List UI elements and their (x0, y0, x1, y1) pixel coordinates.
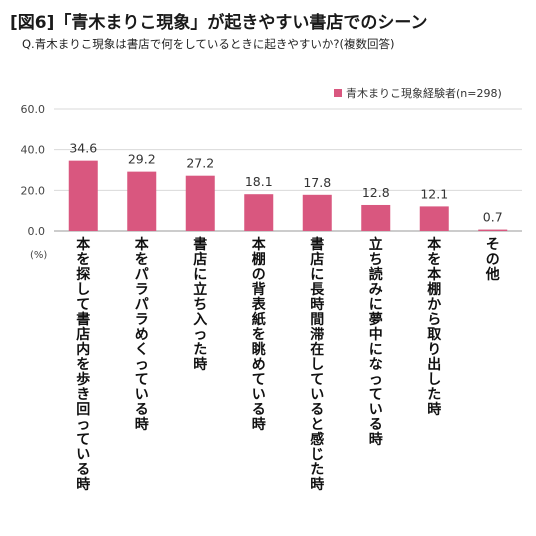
bar (302, 194, 332, 231)
data-label: 12.1 (420, 186, 448, 201)
legend: 青木まりこ現象経験者(n=298) (334, 86, 502, 100)
bars (68, 160, 508, 231)
chart-subtitle: Q.青木まりこ現象は書店で何をしているときに起きやすいか?(複数回答) (22, 37, 395, 51)
category-label: 書店に立ち入った時 (193, 236, 207, 373)
grid-lines (54, 108, 522, 232)
data-label: 12.8 (362, 185, 390, 200)
bar (127, 171, 157, 231)
y-tick-label: 60.0 (21, 103, 46, 116)
category-labels: 本を探して書店内を歩き回っている時 本をパラパラめくっている時 書店に立ち入った時 本… (76, 236, 500, 493)
bar (361, 204, 391, 231)
y-axis-unit: (%) (30, 250, 47, 261)
y-tick-label: 40.0 (21, 144, 46, 157)
legend-label: 青木まりこ現象経験者(n=298) (346, 86, 502, 100)
chart-title: [図6]「青木まりこ現象」が起きやすい書店でのシーン (10, 13, 428, 33)
data-label: 27.2 (186, 156, 214, 171)
y-tick-label: 0.0 (28, 225, 46, 238)
bar (478, 229, 508, 231)
bar (185, 175, 215, 231)
category-label: 本を本棚から取り出した時 (427, 236, 442, 418)
y-axis-ticks: 0.0 20.0 40.0 60.0 (21, 103, 46, 238)
category-label: 書店に長時間滞在していると感じた時 (310, 236, 325, 493)
data-label: 34.6 (69, 141, 97, 156)
bar (244, 194, 274, 231)
category-label: 立ち読みに夢中になっている時 (369, 236, 383, 448)
bar (68, 160, 98, 231)
category-label: 本棚の背表紙を眺めている時 (251, 236, 267, 433)
category-label: その他 (485, 237, 500, 283)
category-label: 本をパラパラめくっている時 (135, 236, 150, 433)
legend-swatch (334, 89, 342, 97)
data-label: 18.1 (245, 174, 273, 189)
category-label: 本を探して書店内を歩き回っている時 (76, 236, 91, 493)
bar (419, 206, 449, 231)
value-labels: 34.6 29.2 27.2 18.1 17.8 12.8 12.1 0.7 (69, 141, 502, 225)
data-label: 17.8 (303, 175, 331, 190)
data-label: 29.2 (128, 152, 156, 167)
data-label: 0.7 (483, 210, 503, 225)
y-tick-label: 20.0 (21, 184, 46, 197)
